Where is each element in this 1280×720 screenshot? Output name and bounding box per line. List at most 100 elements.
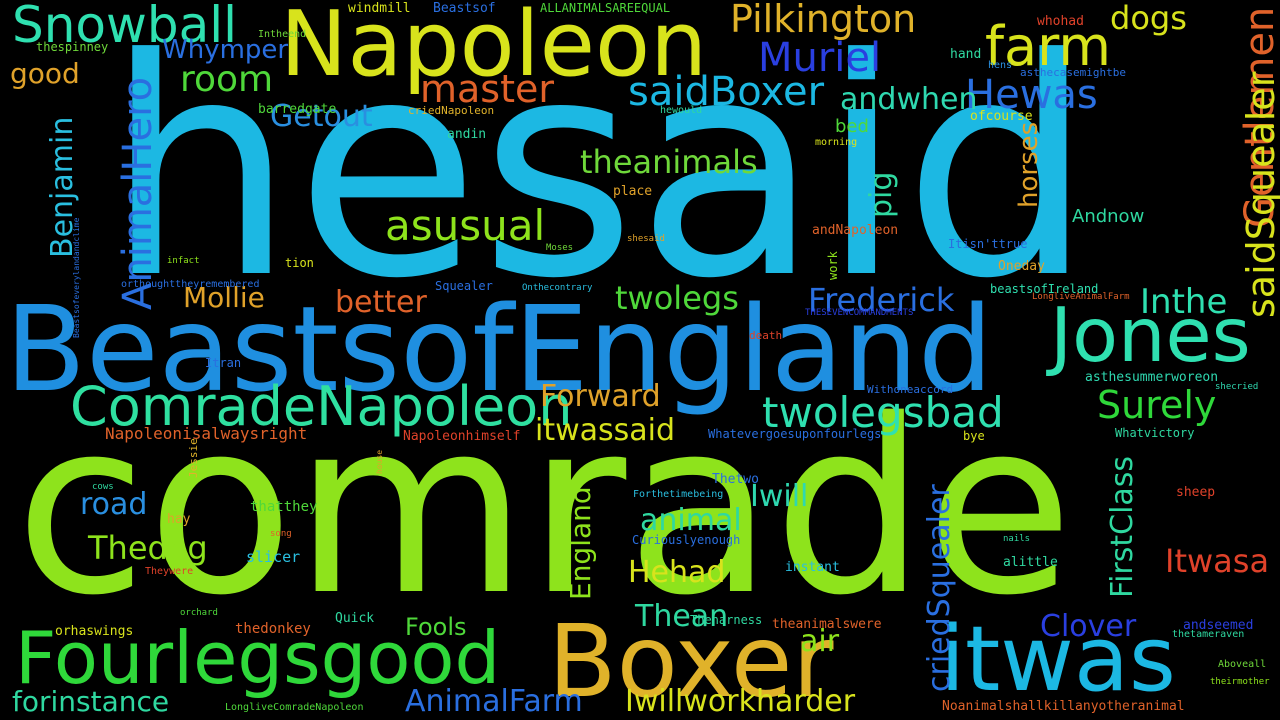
word-andnow: Andnow [1072,206,1145,227]
word-thetwo: Thetwo [712,472,759,487]
word-aboveall: Aboveall [1218,659,1267,670]
word-twolegsbad: twolegsbad [762,388,1004,437]
word-tion: tion [285,256,314,270]
word-shesaid: shesaid [627,234,665,244]
word-iwillworkharder: Iwillworkharder [625,684,856,719]
word-hay: hay [167,512,191,527]
word-alittle: alittle [1003,555,1058,570]
word-fools: Fools [405,613,467,641]
word-surely: Surely [1097,383,1217,427]
word-room: room [180,59,274,100]
word-beastsofireland: beastsofIreland [990,282,1099,296]
word-napoleon: Napoleon [280,0,708,97]
word-itisn-ttrue: Itisn'ttrue [948,237,1028,251]
word-house: house [375,449,384,474]
word-horses: horses [1014,121,1044,208]
word-longliveanimalfarm: LongliveAnimalFarm [1032,292,1130,302]
word-twolegs: twolegs [615,279,739,317]
word-frederick: Frederick [808,281,955,319]
word-onthecontrary: Onthecontrary [522,283,593,293]
word-england: England [564,486,597,600]
word-criednapoleon: criedNapoleon [408,104,495,117]
word-song: song [270,529,292,539]
word-beastsofeverylandandclime: Beastsofeverylandandclime [72,217,81,338]
word-theharness: Theharness [690,613,763,627]
word-road: road [80,487,148,522]
word-withoneaccord: Withoneaccord [867,383,954,396]
word-dogs: dogs [1110,0,1187,37]
word-whatevergoesuponfourlegs: Whatevergoesuponfourlegs [708,427,882,441]
word-itran: Itran [205,356,242,370]
word-work: work [826,251,840,280]
word-cows: cows [92,482,114,492]
word-andwhen: andwhen [840,82,978,117]
word-beastsofengland: BeastsofEngland [5,280,993,418]
word-fourlegsgood: Fourlegsgood [15,616,501,700]
word-mollie: Mollie [183,281,265,314]
word-forward: Forward [540,379,661,414]
word-asthesummerworeon: asthesummerworeon [1085,370,1219,385]
word-boxer: Boxer [548,603,834,720]
word-animalhero: AnimalHero [115,76,161,310]
word-intheend: Intheend [258,29,307,40]
word-whymper: Whymper [162,35,289,65]
word-nails: nails [1003,534,1031,544]
word-squealer: Squealer [435,279,493,293]
word-good: good [10,57,80,90]
word-thedog: Thedog [88,529,208,567]
word-napoleonisalwaysright: Napoleonisalwaysright [105,424,308,443]
word-getout: Getout [270,99,373,134]
word-thean: Thean [635,599,729,634]
word-bed: bed [835,116,869,137]
word-barredgate: barredgate [258,102,337,117]
word-inthe: Inthe [1140,282,1228,322]
word-itwassaid: itwassaid [535,413,676,448]
word-orhaswings: orhaswings [55,624,134,639]
word-beastsof: Beastsof [433,1,496,16]
word-hehad: Hehad [628,555,726,590]
word-hewas: Hewas [965,72,1098,118]
word-hesaid: hesaid [105,0,1094,344]
word-farm: farm [985,15,1111,78]
word-sheep: sheep [1176,485,1216,500]
word-andin: andin [447,127,487,142]
word-animal: animal [640,503,742,538]
word-moses: Moses [546,243,574,253]
word-slicer: slicer [246,548,301,566]
word-theanimals: theanimals [580,143,758,181]
word-hand: hand [950,47,982,62]
word-master: master [420,67,555,111]
word-orchard: orchard [180,608,218,618]
word-criedsquealer: criedSquealer [922,484,957,692]
word-orthoughttheyremembered: orthoughttheyremembered [121,279,260,290]
word-noanimalshallkillanyotheranimal: Noanimalshallkillanyotheranimal [942,699,1185,714]
word-forinstance: forinstance [12,685,170,718]
word-thesevencommandments: THESEVENCOMMANDMENTS [805,308,914,318]
word-shecried: shecried [1215,382,1259,392]
word-thespinney: thespinney [36,40,109,54]
word-ofcourse: ofcourse [970,109,1033,124]
word-saidsquealer: saidSquealer [1239,71,1280,318]
word-better: better [335,285,427,320]
word-firstclass: FirstClass [1105,455,1140,598]
word-bye: bye [963,429,985,443]
word-pig: pig [864,171,899,218]
word-thedonkey: thedonkey [235,621,311,637]
word-windmill: windmill [348,1,411,16]
word-asusual: asusual [385,201,546,250]
word-itwas: itwas [940,607,1176,712]
word-air: air [800,624,840,659]
word-morning: morning [815,137,858,148]
word-theirmother: theirmother [1210,677,1270,687]
word-place: place [613,184,653,199]
word-whohad: whohad [1037,14,1084,29]
word-quick: Quick [335,611,375,626]
word-clover: Clover [1040,609,1137,644]
word-asthecasemightbe: asthecasemightbe [1020,66,1126,79]
word-animalfarm: AnimalFarm [405,684,583,719]
word-pilkington: Pilkington [730,0,917,41]
word-iwill: Iwill [750,479,809,514]
word-theywere: Theywere [145,566,194,577]
word-andseemed: andseemed [1183,618,1254,633]
